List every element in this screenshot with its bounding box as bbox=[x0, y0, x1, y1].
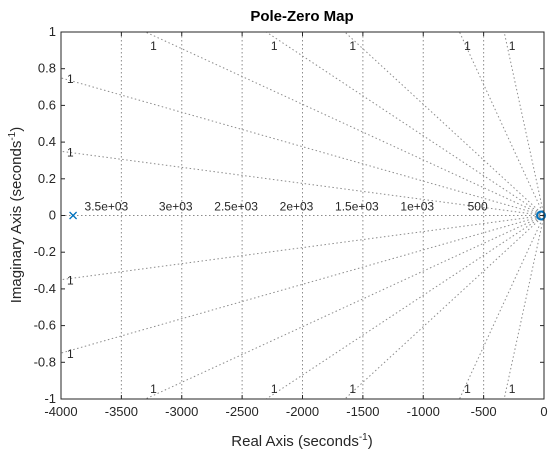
damping-label: 1 bbox=[509, 39, 516, 53]
y-axis-label-superscript: -1 bbox=[7, 131, 18, 140]
y-tick-label: 1 bbox=[49, 24, 56, 39]
x-tick-label: -2000 bbox=[286, 404, 319, 419]
damping-label: 1 bbox=[271, 382, 278, 396]
damping-line bbox=[60, 150, 545, 216]
frequency-label: 1.5e+03 bbox=[335, 200, 379, 214]
frequency-label: 500 bbox=[468, 200, 488, 214]
pole-marker bbox=[69, 211, 78, 220]
y-tick-label: -1 bbox=[44, 391, 56, 406]
x-tick-label: -3500 bbox=[105, 404, 138, 419]
x-axis-label: Real Axis (seconds-1) bbox=[231, 432, 372, 450]
y-tick-label: -0.2 bbox=[34, 244, 56, 259]
damping-label: 1 bbox=[464, 382, 471, 396]
y-tick-label: 0.2 bbox=[38, 171, 56, 186]
damping-label: 1 bbox=[509, 382, 516, 396]
damping-line bbox=[459, 31, 545, 216]
x-tick-label: -1500 bbox=[346, 404, 379, 419]
x-axis-label-close: ) bbox=[368, 433, 373, 450]
y-tick-label: -0.4 bbox=[34, 281, 56, 296]
frequency-label: 2.5e+03 bbox=[214, 200, 258, 214]
y-tick-label: -0.8 bbox=[34, 354, 56, 369]
damping-label: 1 bbox=[67, 347, 74, 361]
damping-line bbox=[344, 31, 545, 216]
damping-line bbox=[344, 215, 545, 400]
damping-line bbox=[60, 77, 545, 216]
damping-label: 1 bbox=[67, 274, 74, 288]
y-tick-label: 0 bbox=[49, 208, 56, 223]
marker-layer bbox=[69, 210, 546, 221]
x-tick-label: -2500 bbox=[226, 404, 259, 419]
x-tick-label: 0 bbox=[540, 404, 547, 419]
damping-line bbox=[503, 215, 545, 400]
frequency-label: 1e+03 bbox=[400, 200, 434, 214]
y-tick-label: 0.4 bbox=[38, 134, 56, 149]
damping-label: 1 bbox=[150, 382, 157, 396]
damping-label: 1 bbox=[349, 382, 356, 396]
y-axis-label-text: Imaginary Axis (seconds bbox=[8, 141, 25, 304]
y-axis-label: Imaginary Axis (seconds-1) bbox=[7, 127, 25, 303]
frequency-label: 2e+03 bbox=[280, 200, 314, 214]
damping-label: 1 bbox=[349, 39, 356, 53]
damping-label: 1 bbox=[150, 39, 157, 53]
damping-line bbox=[60, 215, 545, 281]
frequency-label: 3e+03 bbox=[159, 200, 193, 214]
damping-line bbox=[145, 215, 545, 400]
damping-line bbox=[459, 215, 545, 400]
x-tick-label: -4000 bbox=[44, 404, 77, 419]
x-tick-label: -3000 bbox=[165, 404, 198, 419]
damping-line bbox=[265, 31, 545, 216]
x-tick-label: -500 bbox=[471, 404, 497, 419]
grid-label-layer: 3.5e+03 3e+03 2.5e+03 2e+03 1.5e+03 1e+03 500 1… bbox=[67, 39, 516, 396]
chart-title: Pole-Zero Map bbox=[250, 8, 353, 25]
x-tick-label: -1000 bbox=[407, 404, 440, 419]
x-axis-label-text: Real Axis (seconds bbox=[231, 433, 359, 450]
damping-line bbox=[145, 31, 545, 216]
y-tick-label: -0.6 bbox=[34, 318, 56, 333]
grid-layer bbox=[60, 31, 545, 400]
damping-label: 1 bbox=[464, 39, 471, 53]
damping-label: 1 bbox=[67, 72, 74, 86]
tick-layer: -4000 -3500 -3000 -2500 -2000 -1500 -1000 -500 0… bbox=[34, 24, 548, 419]
frequency-label: 3.5e+03 bbox=[85, 200, 129, 214]
x-axis-label-superscript: -1 bbox=[359, 432, 368, 443]
damping-line bbox=[265, 215, 545, 400]
y-axis-label-close: ) bbox=[8, 127, 25, 132]
y-tick-label: 0.8 bbox=[38, 61, 56, 76]
damping-line bbox=[503, 31, 545, 216]
damping-label: 1 bbox=[271, 39, 278, 53]
y-tick-label: 0.6 bbox=[38, 97, 56, 112]
damping-label: 1 bbox=[67, 145, 74, 159]
zero-marker bbox=[536, 210, 546, 221]
